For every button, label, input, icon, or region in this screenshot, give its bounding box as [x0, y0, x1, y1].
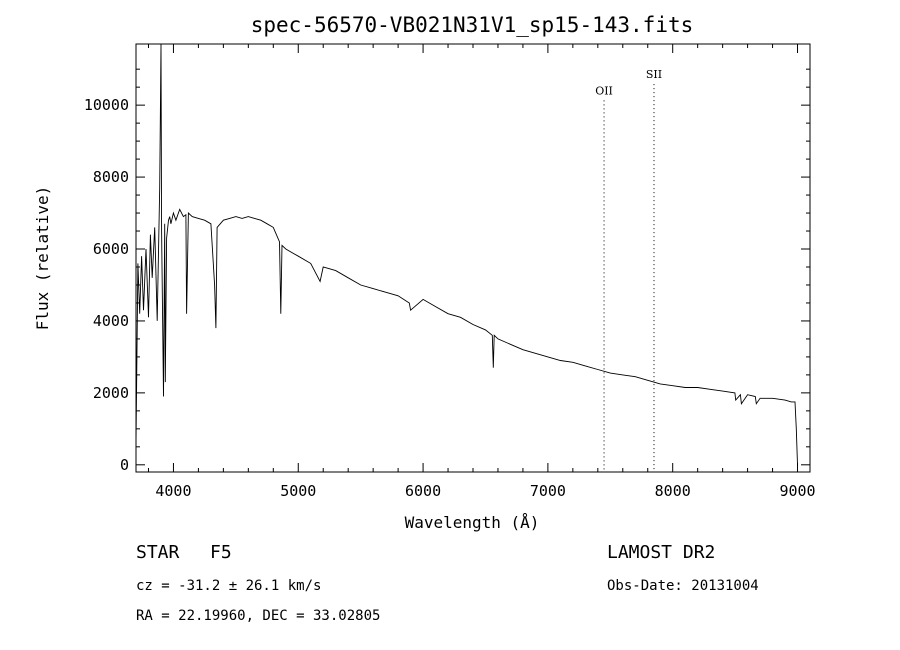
object-type: STAR: [136, 542, 180, 563]
survey-name: LAMOST DR2: [607, 542, 715, 563]
y-tick-label: 6000: [93, 240, 129, 258]
line-marker-label: SII: [646, 68, 662, 81]
x-tick-label: 5000: [280, 482, 316, 500]
y-tick-label: 10000: [84, 96, 129, 114]
x-tick-label: 7000: [530, 482, 566, 500]
plot-frame: [135, 43, 811, 473]
y-tick-label: 0: [120, 456, 129, 474]
x-tick-label: 4000: [155, 482, 191, 500]
x-tick-label: 8000: [655, 482, 691, 500]
x-axis-ticks: 4000 5000 6000 7000 8000 9000: [147, 44, 816, 500]
x-axis-label: Wavelength (Å): [405, 513, 540, 532]
redshift-info: cz = -31.2 ± 26.1 km/s: [136, 578, 321, 594]
y-tick-label: 8000: [93, 168, 129, 186]
y-axis-ticks: 0 2000 4000 6000 8000 10000: [84, 68, 810, 474]
x-tick-label: 6000: [405, 482, 441, 500]
spectrum-series-line: [135, 43, 798, 465]
y-axis-label: Flux (relative): [33, 186, 52, 331]
y-tick-label: 2000: [93, 384, 129, 402]
observation-date: Obs-Date: 20131004: [607, 578, 759, 594]
emission-line-markers: OII SII: [595, 68, 662, 472]
line-marker-label: OII: [595, 84, 613, 97]
x-tick-label: 9000: [779, 482, 815, 500]
chart-title: spec-56570-VB021N31V1_sp15-143.fits: [251, 13, 694, 37]
spectral-subclass: F5: [210, 542, 232, 563]
coordinates: RA = 22.19960, DEC = 33.02805: [136, 608, 380, 624]
y-tick-label: 4000: [93, 312, 129, 330]
